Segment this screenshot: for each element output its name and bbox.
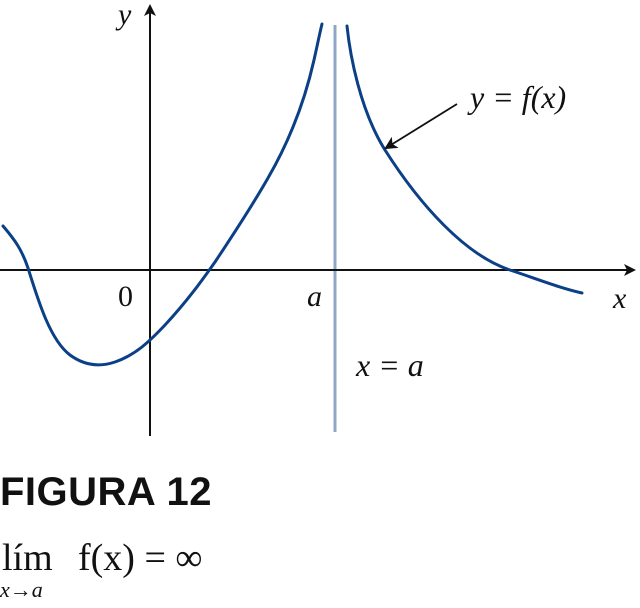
x-axis-label: x <box>612 282 627 315</box>
figure-number: FIGURA 12 <box>0 470 212 514</box>
curve-right-branch <box>345 24 584 295</box>
lim-subscript: x→a <box>0 577 43 602</box>
a-label: a <box>307 280 322 313</box>
lim-expression: f(x) = ∞ <box>78 537 203 579</box>
y-axis-label: y <box>115 0 132 31</box>
curve-label-pointer <box>384 103 458 150</box>
origin-label: 0 <box>118 280 133 313</box>
curve-label: y = f(x) <box>467 79 566 115</box>
curve-left-branch <box>1 22 324 367</box>
limit-caption: lím x→a f(x) = ∞ <box>0 535 300 605</box>
lim-word: lím <box>2 537 53 579</box>
asymptote-label: x = a <box>355 347 424 383</box>
limit-graph: y x 0 a y = f(x) x = a <box>0 0 636 436</box>
